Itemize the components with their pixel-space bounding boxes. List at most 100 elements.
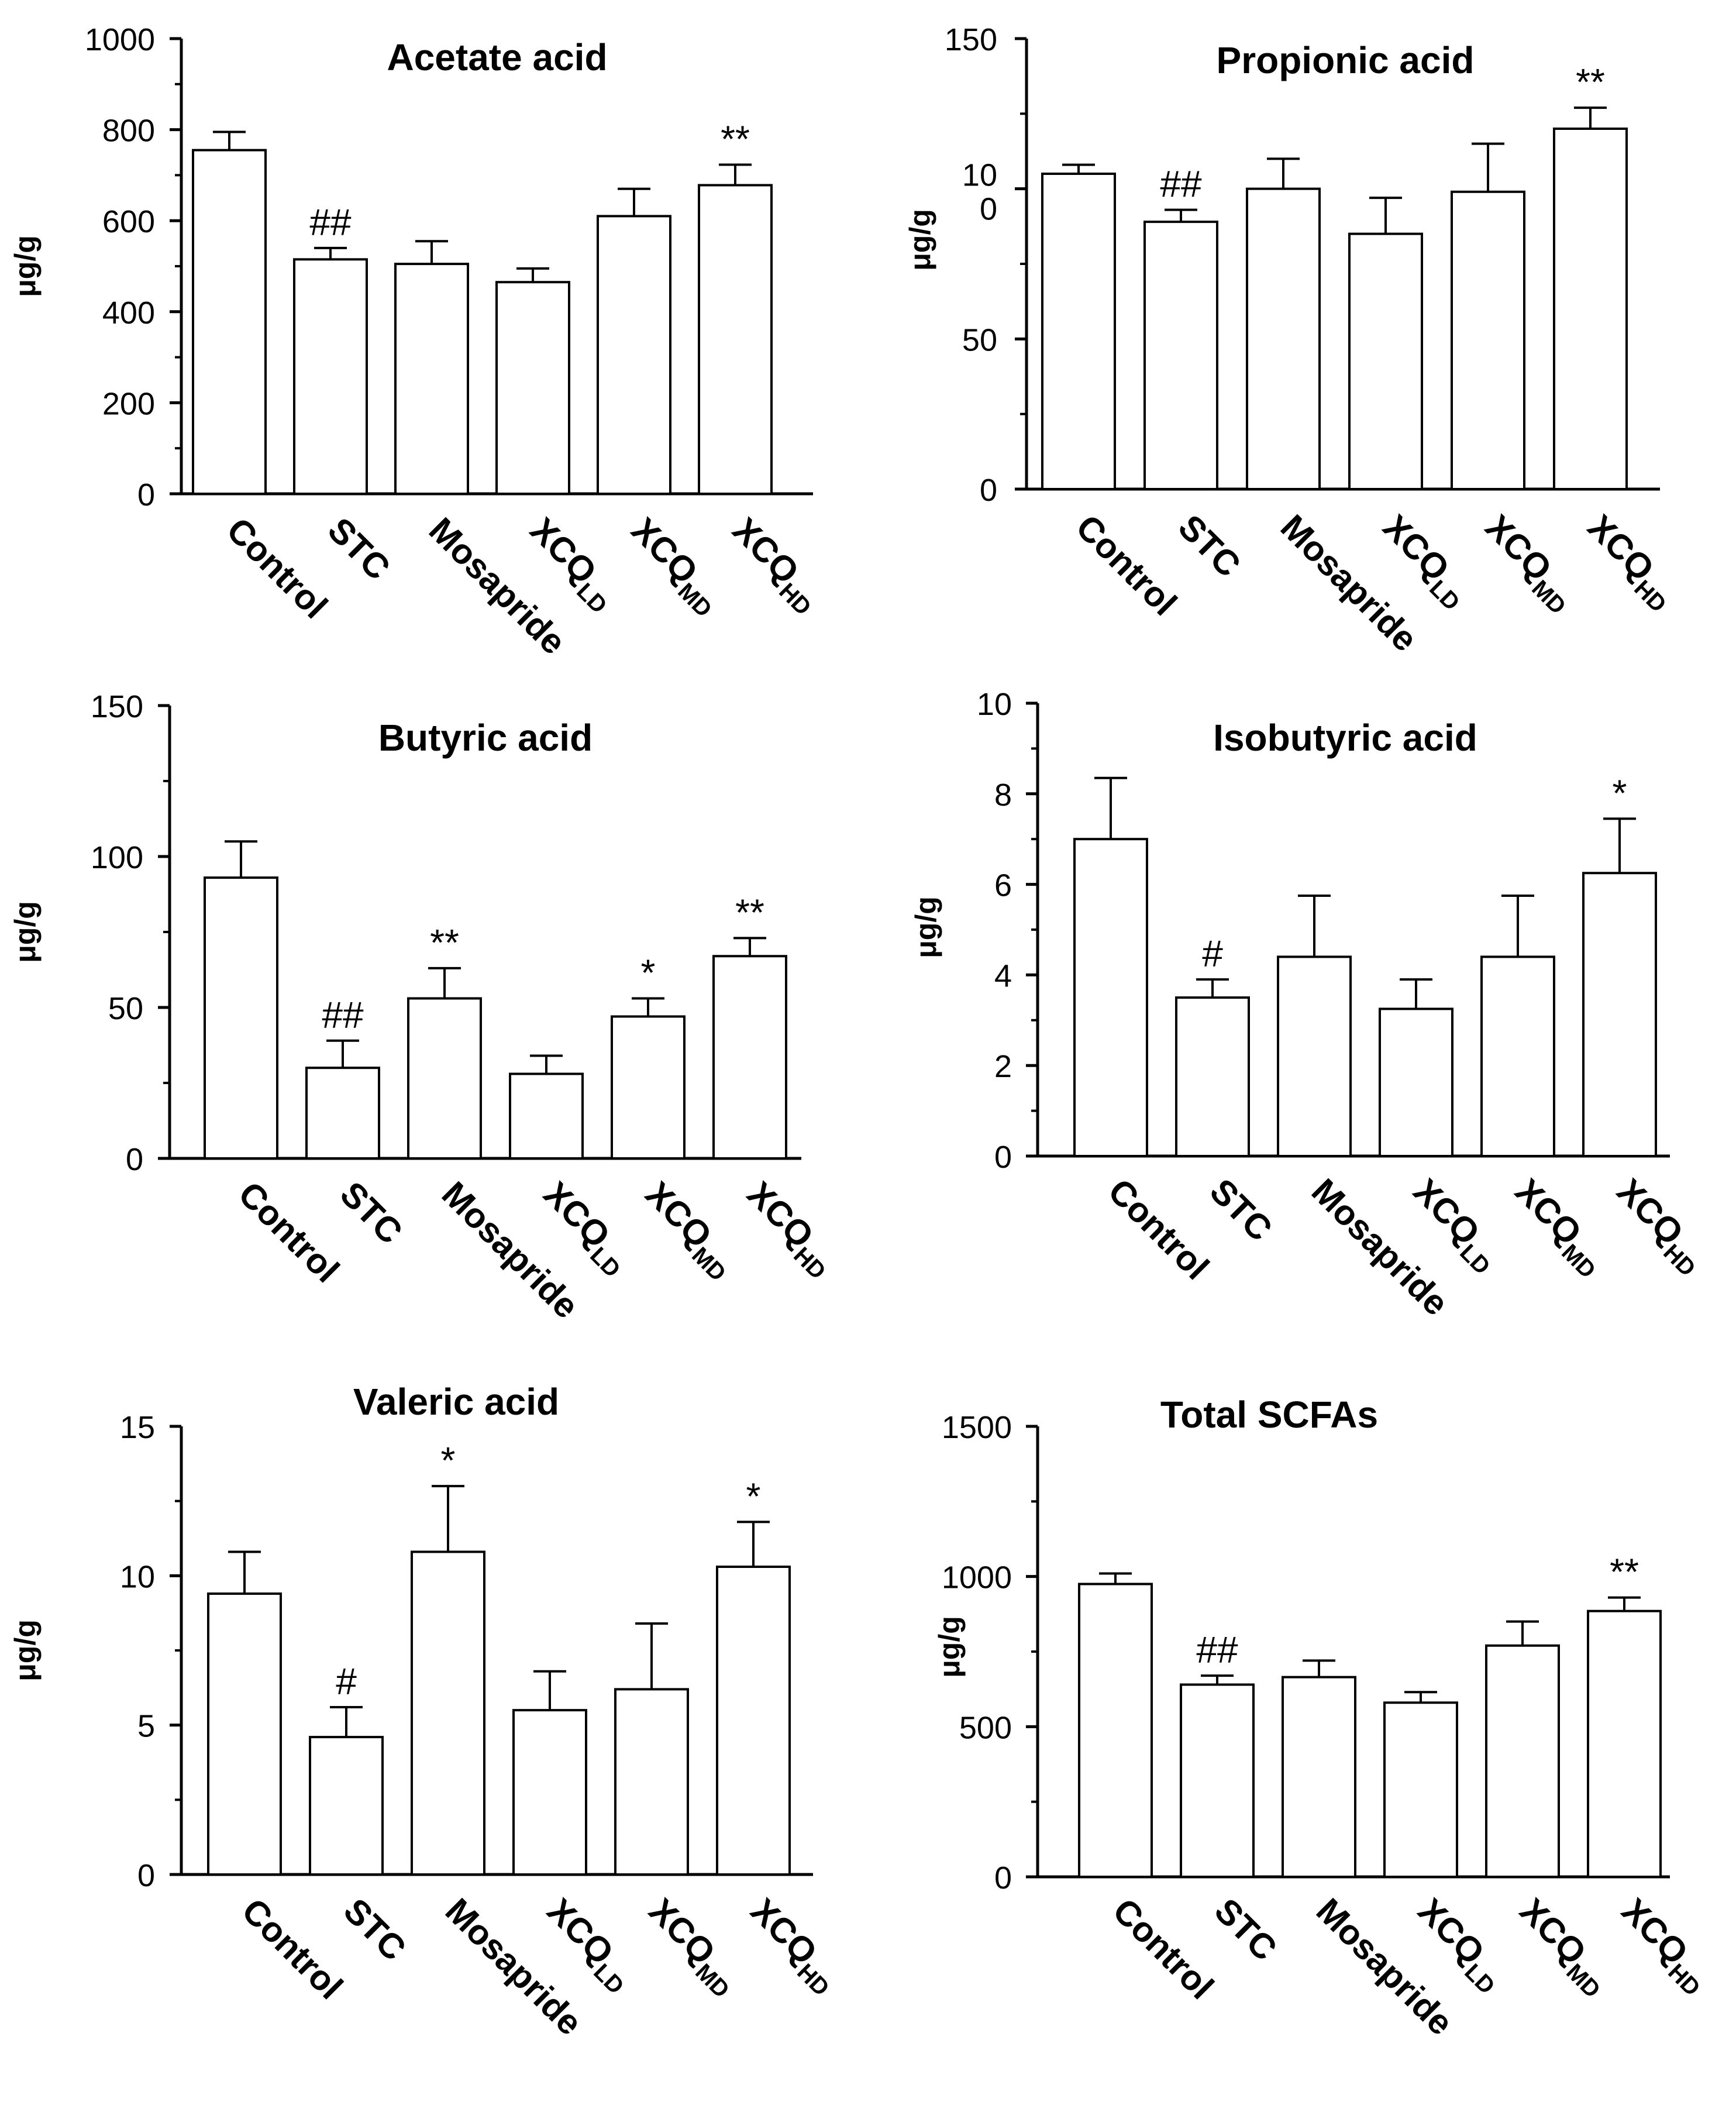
significance-mark: **: [1576, 61, 1605, 103]
y-tick-label: 500: [959, 1710, 1012, 1745]
significance-mark: **: [735, 891, 764, 933]
bar: [1246, 187, 1321, 490]
x-tick-label: XCQMD: [633, 1174, 745, 1287]
bar: [614, 1688, 689, 1876]
significance-mark: **: [721, 118, 750, 160]
bar: [1383, 1701, 1458, 1878]
bar: [305, 1067, 380, 1160]
bar: [1143, 221, 1218, 490]
bar: [495, 281, 570, 495]
x-tick-label: XCQHD: [1604, 1171, 1715, 1282]
bar: [712, 955, 787, 1160]
x-tick-label: STC: [1203, 1171, 1280, 1248]
y-tick-label: 6: [994, 868, 1012, 903]
x-tick-label: XCQHD: [1609, 1891, 1720, 2001]
bar: [1553, 128, 1628, 490]
y-tick-label: 1000: [942, 1560, 1012, 1595]
chart-title: Butyric acid: [378, 717, 593, 759]
bar: [512, 1709, 587, 1876]
y-tick-label: 800: [102, 113, 155, 149]
y-axis-label: μg/g: [904, 209, 936, 271]
bar: [1282, 1676, 1356, 1878]
bar: [1379, 1007, 1453, 1157]
y-tick-label: 10: [120, 1559, 155, 1594]
significance-mark: **: [1610, 1551, 1639, 1593]
bar: [1451, 190, 1525, 490]
x-tick-label: XCQHD: [738, 1891, 849, 2001]
y-axis-label: μg/g: [9, 1619, 42, 1681]
bar: [204, 876, 278, 1160]
x-tick-label: XCQMD: [1503, 1171, 1615, 1284]
x-tick-label: XCQMD: [1507, 1891, 1620, 2003]
chart-title: Acetate acid: [387, 36, 607, 78]
chart-title: Valeric acid: [353, 1381, 559, 1423]
significance-mark: ##: [309, 201, 352, 243]
y-tick-label: 0: [994, 1140, 1012, 1175]
bar: [1180, 1683, 1255, 1878]
bar: [1480, 955, 1555, 1157]
significance-mark: *: [441, 1439, 456, 1481]
y-tick-label: 0: [137, 477, 155, 513]
bar: [509, 1072, 584, 1160]
y-tick-label: 0: [137, 1858, 155, 1893]
x-tick-label: XCQMD: [1473, 507, 1585, 620]
bar: [207, 1592, 282, 1876]
x-tick-label: XCQMD: [619, 510, 731, 622]
x-tick-label: XCQHD: [735, 1174, 845, 1285]
y-tick-label: 50: [962, 322, 997, 357]
bar: [1587, 1609, 1662, 1878]
bar: [698, 184, 773, 495]
bar: [597, 215, 671, 495]
y-tick-label: 100: [91, 840, 143, 875]
y-tick-label: 5: [137, 1709, 155, 1744]
y-tick-label: 50: [108, 991, 143, 1026]
bar: [293, 258, 368, 495]
x-tick-label: STC: [1171, 507, 1248, 584]
bar: [394, 263, 469, 495]
y-axis-label: μg/g: [9, 901, 42, 963]
y-tick-label: 600: [102, 204, 155, 239]
x-tick-label: Control: [219, 510, 335, 626]
x-tick-label: STC: [321, 510, 398, 587]
x-tick-label: XCQHD: [720, 510, 831, 621]
chart-panel-3: Butyric acidμg/g050100150Control##STC**M…: [9, 689, 845, 1326]
x-tick-label: STC: [1207, 1891, 1284, 1968]
bar: [611, 1015, 686, 1160]
significance-mark: #: [336, 1660, 357, 1702]
bar: [1078, 1583, 1153, 1878]
x-tick-label: XCQMD: [636, 1891, 749, 2003]
x-tick-label: Control: [1069, 507, 1184, 623]
y-tick-label: 4: [994, 958, 1012, 993]
significance-mark: #: [1202, 933, 1223, 975]
y-tick-label: 1500: [942, 1410, 1012, 1445]
bar: [1175, 996, 1250, 1157]
y-tick-label: 0: [994, 1860, 1012, 1896]
x-tick-label: Control: [1105, 1891, 1221, 2007]
x-tick-label: Control: [231, 1174, 347, 1290]
chart-title: Propionic acid: [1217, 39, 1475, 81]
bar: [1041, 173, 1116, 490]
y-tick-label: 10: [977, 687, 1012, 722]
significance-mark: **: [430, 921, 459, 964]
x-tick-label: STC: [333, 1174, 410, 1251]
bar: [407, 997, 482, 1160]
bar: [1348, 232, 1423, 490]
y-tick-label: 150: [945, 22, 997, 57]
bar: [192, 149, 267, 495]
y-tick-label: 0: [126, 1142, 143, 1177]
bar: [1485, 1644, 1560, 1879]
y-tick-label: 2: [994, 1049, 1012, 1084]
y-tick-label: 8: [994, 778, 1012, 813]
y-tick-label: 400: [102, 295, 155, 331]
x-tick-label: Control: [235, 1891, 350, 2007]
significance-mark: *: [1613, 772, 1627, 814]
chart-panel-5: Valeric acidμg/g051015Control#STC*Mosapr…: [9, 1381, 849, 2042]
chart-panel-1: Acetate acid μg/g 0 200 400 600 800 1000 Control…: [9, 22, 831, 662]
significance-mark: *: [746, 1475, 761, 1517]
y-axis-label: μg/g: [910, 896, 942, 958]
chart-title: Isobutyric acid: [1213, 717, 1477, 759]
bar: [309, 1736, 384, 1876]
y-tick-label: 150: [91, 689, 143, 724]
significance-mark: ##: [1160, 163, 1202, 205]
